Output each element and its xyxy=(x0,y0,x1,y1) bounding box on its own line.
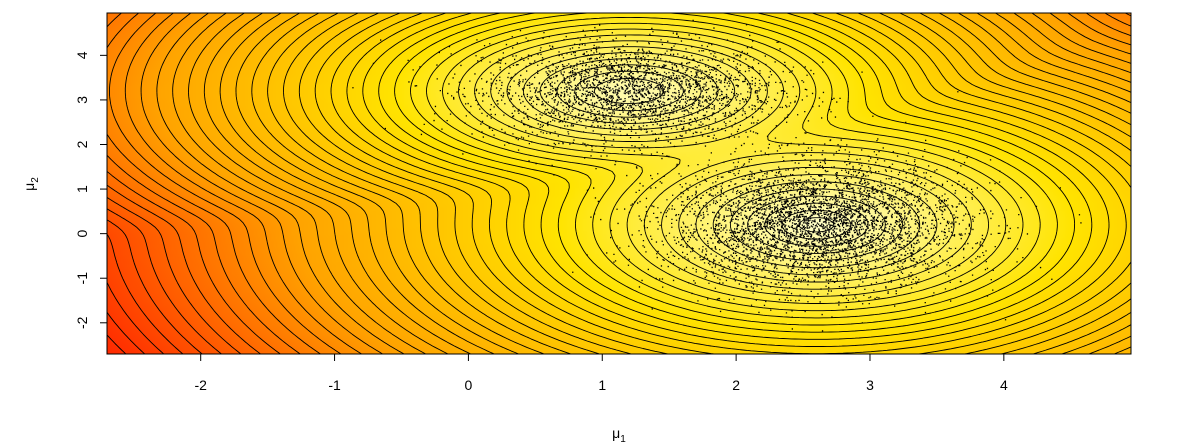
x-tick-label: 1 xyxy=(598,377,606,393)
contour-line xyxy=(107,13,1131,354)
contour-line xyxy=(267,13,1131,354)
x-tick-label: 0 xyxy=(465,377,473,393)
y-tick-label: 4 xyxy=(74,51,90,59)
contour-line xyxy=(188,13,1131,354)
contour-line xyxy=(107,312,146,354)
heatmap-surface xyxy=(107,13,1131,354)
contour-line xyxy=(378,13,1093,340)
contour-line xyxy=(298,13,1131,354)
contour-line xyxy=(107,219,203,354)
contour-line xyxy=(346,13,1127,354)
y-tick-label: -2 xyxy=(74,316,90,329)
y-tick-label: -1 xyxy=(74,272,90,285)
contour-line xyxy=(203,13,1131,354)
x-axis-title-sub: 1 xyxy=(620,434,626,445)
x-axis: -2 -1 0 1 2 3 4 xyxy=(194,354,1008,393)
y-tick-label: 0 xyxy=(74,230,90,238)
x-axis-title-main: μ xyxy=(612,425,620,441)
contour-line xyxy=(109,13,1131,354)
x-tick-label: 3 xyxy=(866,377,874,393)
plot-frame xyxy=(106,12,1132,355)
contour-line xyxy=(458,28,1007,304)
y-axis: -2 -1 0 1 2 3 4 xyxy=(74,51,107,329)
contour-line xyxy=(283,13,1131,354)
plot-area xyxy=(106,12,1132,355)
y-axis-title-sub: 2 xyxy=(30,177,41,183)
contour-line xyxy=(107,208,222,354)
y-tick-label: 3 xyxy=(74,96,90,104)
contour-line xyxy=(394,13,1076,333)
contour-line xyxy=(474,34,989,297)
contour-line xyxy=(410,13,1058,326)
contour-line xyxy=(156,13,1131,354)
contour-line xyxy=(235,13,1131,354)
contour-line xyxy=(107,184,261,354)
contour-line xyxy=(314,13,1131,354)
y-tick-label: 2 xyxy=(74,140,90,148)
contour-line xyxy=(490,40,972,290)
x-axis-title: μ1 xyxy=(612,425,626,445)
contour-line xyxy=(426,16,1041,319)
contour-line xyxy=(172,13,1131,354)
y-axis-title-main: μ xyxy=(21,183,37,191)
x-tick-label: 4 xyxy=(1000,377,1008,393)
x-tick-label: -2 xyxy=(194,377,207,393)
contour-line xyxy=(107,197,242,354)
sample-points xyxy=(352,19,1082,332)
contour-line xyxy=(251,13,1131,354)
contour-line xyxy=(107,13,301,354)
y-tick-label: 1 xyxy=(74,185,90,193)
contour-line xyxy=(442,22,1024,312)
x-tick-label: 2 xyxy=(732,377,740,393)
contour-line xyxy=(124,13,1131,354)
contour-line xyxy=(362,13,1110,347)
y-axis-title: μ2 xyxy=(21,177,41,191)
contour-line xyxy=(219,13,1131,354)
contour-line xyxy=(107,334,127,354)
sample-point-cloud xyxy=(352,19,1082,332)
x-tick-label: -1 xyxy=(328,377,341,393)
